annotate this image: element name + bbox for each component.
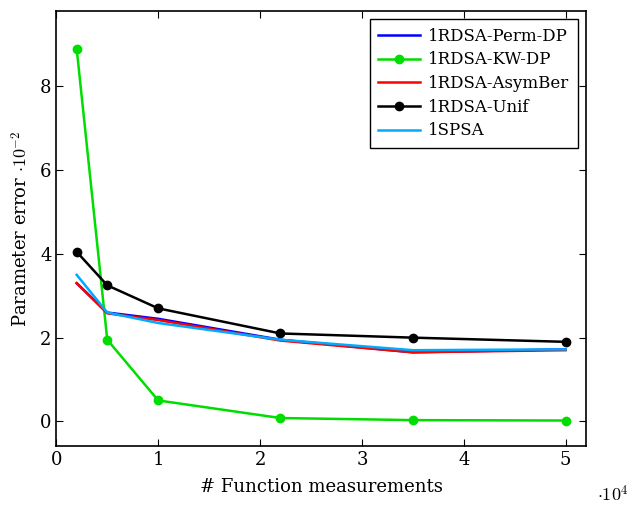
Text: $\cdot 10^4$: $\cdot 10^4$	[597, 485, 629, 506]
Legend: 1RDSA-Perm-DP, 1RDSA-KW-DP, 1RDSA-AsymBer, 1RDSA-Unif, 1SPSA: 1RDSA-Perm-DP, 1RDSA-KW-DP, 1RDSA-AsymBe…	[370, 20, 578, 148]
1RDSA-Perm-DP	[104, 310, 111, 316]
1RDSA-AsymBer	[276, 338, 284, 344]
1RDSA-Unif	[154, 305, 162, 311]
1SPSA	[276, 337, 284, 343]
1RDSA-AsymBer	[104, 310, 111, 316]
1RDSA-Unif	[409, 334, 417, 341]
1RDSA-Perm-DP	[154, 316, 162, 322]
1RDSA-Unif	[276, 330, 284, 337]
1SPSA	[104, 310, 111, 316]
1RDSA-Perm-DP	[73, 280, 81, 286]
Line: 1RDSA-AsymBer: 1RDSA-AsymBer	[77, 283, 566, 352]
1RDSA-AsymBer	[154, 317, 162, 323]
1RDSA-KW-DP	[409, 417, 417, 423]
1RDSA-AsymBer	[562, 347, 570, 353]
1SPSA	[562, 346, 570, 353]
1RDSA-Unif	[73, 249, 81, 255]
1RDSA-Perm-DP	[409, 349, 417, 355]
1RDSA-KW-DP	[154, 398, 162, 404]
1RDSA-Perm-DP	[562, 346, 570, 353]
1RDSA-KW-DP	[562, 417, 570, 423]
1RDSA-KW-DP	[104, 337, 111, 343]
1RDSA-AsymBer	[73, 280, 81, 286]
1SPSA	[73, 272, 81, 278]
X-axis label: # Function measurements: # Function measurements	[200, 478, 443, 496]
Line: 1SPSA: 1SPSA	[77, 275, 566, 350]
1RDSA-KW-DP	[276, 415, 284, 421]
Line: 1RDSA-Unif: 1RDSA-Unif	[72, 248, 570, 346]
Line: 1RDSA-Perm-DP: 1RDSA-Perm-DP	[77, 283, 566, 352]
1SPSA	[409, 347, 417, 353]
1RDSA-Unif	[562, 339, 570, 345]
1SPSA	[154, 320, 162, 326]
1RDSA-AsymBer	[409, 349, 417, 355]
1RDSA-Unif	[104, 282, 111, 288]
Line: 1RDSA-KW-DP: 1RDSA-KW-DP	[72, 44, 570, 424]
Y-axis label: Parameter error $\cdot 10^{-2}$: Parameter error $\cdot 10^{-2}$	[11, 130, 31, 327]
1RDSA-Perm-DP	[276, 337, 284, 343]
1RDSA-KW-DP	[73, 45, 81, 52]
